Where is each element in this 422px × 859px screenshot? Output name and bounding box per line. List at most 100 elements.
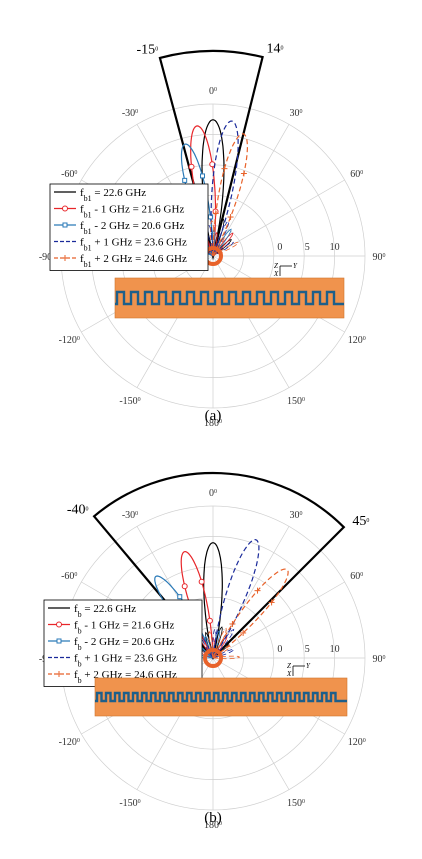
series-line xyxy=(210,120,239,257)
angle-tick-label: 00 xyxy=(209,488,217,499)
axis-label: Y xyxy=(306,662,311,670)
legend-marker xyxy=(62,205,68,212)
series-sidelobe xyxy=(212,627,227,659)
data-point xyxy=(206,617,213,624)
axis-label: Z xyxy=(274,262,278,270)
polar-chart-a: 00300600900120015001800-1500-1200-900-60… xyxy=(39,41,386,429)
angle-tick-label: 300 xyxy=(290,108,303,119)
inset-meander-line xyxy=(95,691,347,703)
beam-edge-label: -400 xyxy=(67,503,89,518)
angle-tick-label: 300 xyxy=(290,510,303,521)
center-marker xyxy=(203,648,223,668)
data-point xyxy=(188,163,195,170)
series-sidelobe xyxy=(212,648,235,659)
radial-tick-label: 10 xyxy=(330,242,340,253)
antenna-inset: ZX Y xyxy=(114,262,345,319)
grid-spoke xyxy=(212,526,290,659)
legend-marker xyxy=(62,222,68,228)
radial-tick-label: 0 xyxy=(277,242,282,253)
angle-tick-label: 1200 xyxy=(348,335,366,346)
angle-tick-label: -1200 xyxy=(59,737,80,748)
data-point xyxy=(182,177,188,183)
radial-tick-label: 5 xyxy=(305,242,310,253)
inset-meander-line xyxy=(115,290,344,306)
angle-tick-label: -1500 xyxy=(119,396,140,407)
angle-tick-label: 1500 xyxy=(287,396,305,407)
beam-edge-label: -150 xyxy=(137,42,159,57)
series-line xyxy=(203,542,223,659)
series-sidelobe xyxy=(212,242,240,257)
series-sidelobe xyxy=(212,628,235,659)
series-sidelobe xyxy=(212,626,223,659)
beam-edge-label: 450 xyxy=(352,514,369,529)
angle-tick-label: 600 xyxy=(350,571,363,582)
data-point xyxy=(177,594,183,600)
legend-label: fb - 2 GHz = 20.6 GHz xyxy=(74,636,174,652)
angle-tick-label: 1800 xyxy=(204,418,222,429)
series-sidelobe xyxy=(212,655,241,660)
axis-label: Z xyxy=(287,662,291,670)
angle-tick-label: -600 xyxy=(61,169,77,180)
series-sidelobe xyxy=(212,228,232,257)
series-sidelobe xyxy=(202,637,214,659)
angle-tick-label: 900 xyxy=(373,654,386,665)
series-sidelobe xyxy=(212,645,231,659)
axis-label: X xyxy=(286,670,292,678)
data-point xyxy=(181,583,188,590)
legend-label: fb1 - 1 GHz = 21.6 GHz xyxy=(80,204,184,220)
panel-caption: (b) xyxy=(204,810,222,826)
legend-label: fb1 - 2 GHz = 20.6 GHz xyxy=(80,220,184,236)
series-sidelobe xyxy=(212,235,225,257)
data-point xyxy=(200,173,206,179)
series-sidelobe xyxy=(209,219,215,257)
series-sidelobe xyxy=(212,239,232,257)
series-line xyxy=(212,568,289,659)
beam-edge-label: 140 xyxy=(267,41,284,56)
legend-label: fb + 1 GHz = 23.6 GHz xyxy=(74,653,177,669)
beam-sector xyxy=(158,49,264,261)
legend-label: fb1 = 22.6 GHz xyxy=(80,187,146,203)
legend-label: fb = 22.6 GHz xyxy=(74,603,136,619)
series-sidelobe xyxy=(208,630,214,659)
legend-marker xyxy=(56,621,62,628)
angle-tick-label: 1200 xyxy=(348,737,366,748)
legend-label: fb1 + 1 GHz = 23.6 GHz xyxy=(80,237,187,253)
legend-marker xyxy=(56,638,62,644)
angle-tick-label: -1200 xyxy=(59,335,80,346)
series-line xyxy=(212,538,260,659)
angle-tick-label: 1800 xyxy=(204,820,222,831)
beam-sector xyxy=(92,471,346,660)
grid-spoke xyxy=(136,255,214,388)
legend-box xyxy=(43,599,203,687)
radial-tick-label: 5 xyxy=(305,644,310,655)
angle-tick-label: 1500 xyxy=(287,798,305,809)
grid-spoke xyxy=(212,581,345,659)
legend-label: fb - 1 GHz = 21.6 GHz xyxy=(74,620,174,636)
series-sidelobe xyxy=(212,241,234,257)
antenna-inset: ZX Y xyxy=(94,662,348,717)
radial-tick-label: 0 xyxy=(277,644,282,655)
axis-label: X xyxy=(273,270,279,278)
legend-box xyxy=(49,183,209,271)
polar-chart-b: 00300600900120015001800-1500-1200-900-60… xyxy=(39,471,386,831)
angle-tick-label: -300 xyxy=(122,510,138,521)
angle-tick-label: 900 xyxy=(373,252,386,263)
axis-label: Y xyxy=(293,262,298,270)
radial-tick-label: 10 xyxy=(330,644,340,655)
series-sidelobe xyxy=(212,232,234,257)
angle-tick-label: -1500 xyxy=(119,798,140,809)
data-point xyxy=(198,578,205,585)
series-sidelobe xyxy=(212,220,230,257)
series-line xyxy=(212,133,248,257)
legend-label: fb1 + 2 GHz = 24.6 GHz xyxy=(80,253,187,269)
angle-tick-label: -300 xyxy=(122,108,138,119)
data-point xyxy=(209,161,216,168)
angle-tick-label: -600 xyxy=(61,571,77,582)
angle-tick-label: 00 xyxy=(209,86,217,97)
series-sidelobe xyxy=(212,628,217,659)
angle-tick-label: 600 xyxy=(350,169,363,180)
data-point xyxy=(207,214,213,220)
